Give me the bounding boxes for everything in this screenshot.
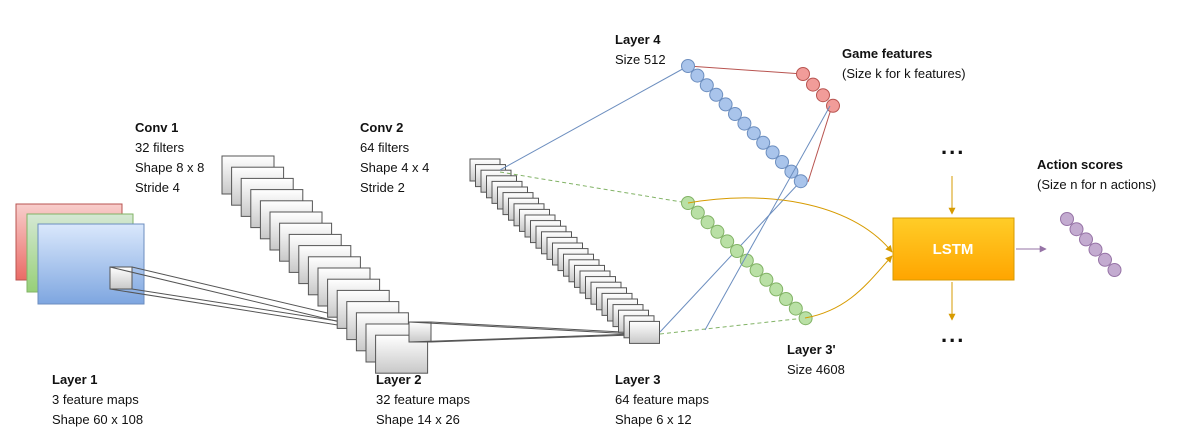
layer3-to-layer3p-bottom [659, 317, 806, 335]
action-scores-title: Action scores [1037, 157, 1123, 172]
projection-line [109, 288, 383, 333]
layer3p-bottom-to-lstm-arrow [804, 255, 893, 319]
layer3-to-layer4-bottom [659, 181, 801, 333]
layer4-node [709, 87, 724, 102]
conv2-title: Conv 2 [360, 120, 404, 135]
layer4-node [718, 97, 733, 112]
layer4-nodes [681, 59, 808, 189]
action-score-nodes [1060, 212, 1122, 277]
layer3-line: 64 feature maps [615, 392, 709, 407]
layer3p-node [749, 263, 764, 278]
layer2-line: Shape 14 x 26 [376, 412, 460, 427]
layer3-line: Shape 6 x 12 [615, 412, 692, 427]
conv2-line: 64 filters [360, 140, 410, 155]
layer3p-title: Layer 3' [787, 342, 836, 357]
layer4-node [681, 59, 695, 73]
layer3p-node [769, 282, 784, 297]
lstm-rect [892, 217, 1015, 281]
conv1-title: Conv 1 [135, 120, 179, 135]
layer4-node [793, 174, 808, 189]
layer4-node [756, 135, 771, 150]
lstm-next-ellipsis: ... [941, 322, 966, 347]
game-features-line: (Size k for k features) [842, 66, 966, 81]
layer4-title: Layer 4 [615, 32, 661, 47]
action-score-node [1098, 252, 1112, 267]
layer1-line: Shape 60 x 108 [52, 412, 144, 427]
layer4-to-game-bottom [807, 105, 833, 183]
layer3-to-layer3p-top [499, 171, 689, 204]
layer4-label: Layer 4 Size 512 [615, 30, 666, 70]
layer1-title: Layer 1 [52, 372, 98, 387]
layer4-node [699, 78, 714, 93]
layer4-node [746, 126, 761, 141]
game-to-layer3-line [704, 105, 831, 331]
action-score-node [1060, 212, 1074, 226]
layer3p-nodes [681, 196, 813, 326]
lstm-label: LSTM [933, 241, 974, 258]
layer4-node [775, 155, 789, 169]
layer3-filter-stack [469, 158, 660, 344]
game-feature-nodes [796, 67, 840, 113]
layer1-label: Layer 1 3 feature maps Shape 60 x 108 [52, 370, 143, 430]
layer3p-node [788, 301, 803, 316]
layer3p-node [700, 215, 715, 230]
projection-line [408, 321, 635, 335]
game-features-title: Game features [842, 46, 933, 61]
layer1-receptive-field [109, 266, 133, 290]
layer3-label: Layer 3 64 feature maps Shape 6 x 12 [615, 370, 709, 430]
layer3-connections [499, 65, 806, 335]
game-feature-node [796, 67, 810, 81]
layer3p-node [759, 272, 774, 287]
game-feature-node [826, 98, 840, 113]
layer2-label: Layer 2 32 feature maps Shape 14 x 26 [376, 370, 470, 430]
conv1-label: Conv 1 32 filters Shape 8 x 8 Stride 4 [135, 118, 204, 198]
game-features-connections [687, 65, 833, 183]
layer2-receptive-field [408, 321, 432, 343]
layer3p-node [710, 224, 725, 239]
layer1-feature-maps [15, 203, 145, 305]
layer3p-label: Layer 3' Size 4608 [787, 340, 845, 380]
layer3p-line: Size 4608 [787, 362, 845, 377]
layer4-node [765, 145, 780, 160]
layer3p-node [779, 292, 793, 306]
layer4-node [690, 68, 705, 83]
conv1-line: Shape 8 x 8 [135, 160, 205, 175]
game-feature-node [806, 77, 820, 92]
layer4-line: Size 512 [615, 52, 666, 67]
layer3-to-layer4-top [499, 65, 689, 171]
lstm-box: LSTM [892, 217, 1015, 281]
game-features-label: Game features (Size k for k features) [842, 44, 966, 84]
layer4-to-game-top [687, 65, 804, 75]
layer1-line: 3 feature maps [52, 392, 139, 407]
layer3p-node [730, 244, 744, 258]
action-score-node [1069, 222, 1084, 237]
conv2-line: Shape 4 x 4 [360, 160, 430, 175]
lstm-previous-ellipsis: ... [941, 134, 966, 159]
layer1-map-blue [37, 223, 145, 305]
action-scores-line: (Size n for n actions) [1037, 177, 1157, 192]
layer4-node [737, 116, 752, 131]
action-score-node [1079, 232, 1093, 247]
conv1-line: 32 filters [135, 140, 185, 155]
action-score-node [1107, 263, 1122, 277]
action-scores-label: Action scores (Size n for n actions) [1037, 155, 1156, 195]
action-score-node [1088, 242, 1103, 257]
layer3p-node [690, 205, 705, 220]
conv2-label: Conv 2 64 filters Shape 4 x 4 Stride 2 [360, 118, 429, 198]
conv2-line: Stride 2 [360, 180, 405, 195]
projection-line [430, 333, 661, 343]
layer4-node [728, 107, 742, 121]
layer2-line: 32 feature maps [376, 392, 470, 407]
layer3-feature-map [629, 320, 660, 344]
projection-line [408, 333, 635, 343]
conv1-line: Stride 4 [135, 180, 180, 195]
layer3-title: Layer 3 [615, 372, 661, 387]
game-feature-node [816, 88, 830, 103]
layer2-title: Layer 2 [376, 372, 422, 387]
layer3p-node [720, 234, 735, 249]
layer3p-to-lstm-arrow [687, 197, 893, 253]
conv2-projection-lines [408, 321, 661, 343]
